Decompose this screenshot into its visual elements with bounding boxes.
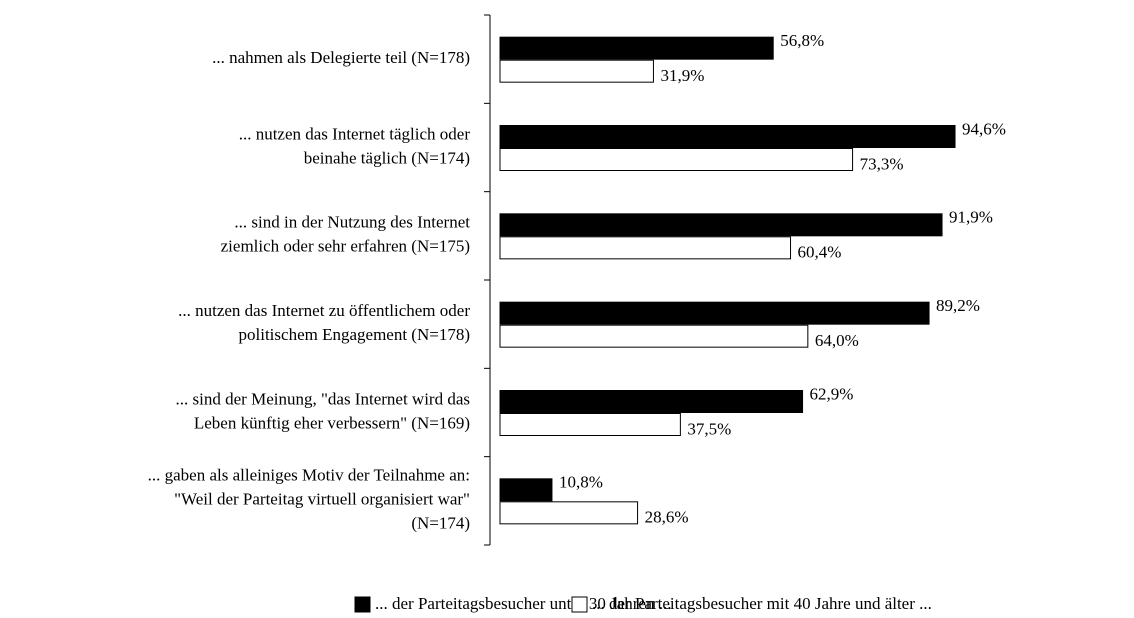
- value-label: 28,6%: [645, 508, 689, 527]
- bar: [499, 413, 681, 436]
- bar: [499, 236, 792, 260]
- value-label: 89,2%: [936, 296, 980, 315]
- bar: [499, 501, 639, 525]
- legend-label: ... der Parteitagsbesucher mit 40 Jahre …: [592, 594, 932, 613]
- category-label: ... sind in der Nutzung des Internet: [234, 213, 470, 232]
- bar: [499, 301, 930, 325]
- bar: [499, 148, 854, 171]
- value-label: 73,3%: [860, 154, 904, 173]
- category-label: ziemlich oder sehr erfahren (N=175): [221, 237, 470, 256]
- value-label: 31,9%: [660, 66, 704, 85]
- category-label: Leben künftig eher verbessern" (N=169): [194, 413, 470, 432]
- value-label: 56,8%: [780, 31, 824, 50]
- bar: [499, 36, 774, 60]
- value-label: 60,4%: [798, 243, 842, 262]
- legend-swatch: [571, 596, 588, 613]
- value-label: 91,9%: [949, 208, 993, 227]
- legend-label: ... der Parteitagsbesucher unter 30 Jahr…: [375, 594, 671, 613]
- value-label: 62,9%: [810, 384, 854, 403]
- category-label: ... nahmen als Delegierte teil (N=178): [212, 48, 470, 67]
- category-label: ... nutzen das Internet zu öffentlichem …: [178, 301, 470, 320]
- legend-swatch: [354, 596, 371, 613]
- category-label: "Weil der Parteitag virtuell organisiert…: [174, 490, 470, 509]
- bar: [499, 213, 943, 237]
- bar: [499, 324, 809, 348]
- category-label: (N=174): [411, 514, 470, 533]
- value-label: 10,8%: [559, 473, 603, 492]
- category-label: ... sind der Meinung, "das Internet wird…: [176, 389, 470, 408]
- bar: [499, 59, 654, 83]
- category-label: politischem Engagement (N=178): [239, 325, 470, 344]
- bar: [499, 478, 553, 502]
- category-label: ... gaben als alleiniges Motiv der Teiln…: [148, 466, 470, 485]
- category-label: ... nutzen das Internet täglich oder: [239, 124, 471, 143]
- bar: [499, 390, 804, 413]
- bar: [499, 125, 956, 148]
- category-label: beinahe täglich (N=174): [304, 148, 470, 167]
- value-label: 64,0%: [815, 331, 859, 350]
- value-label: 94,6%: [962, 119, 1006, 138]
- value-label: 37,5%: [687, 419, 731, 438]
